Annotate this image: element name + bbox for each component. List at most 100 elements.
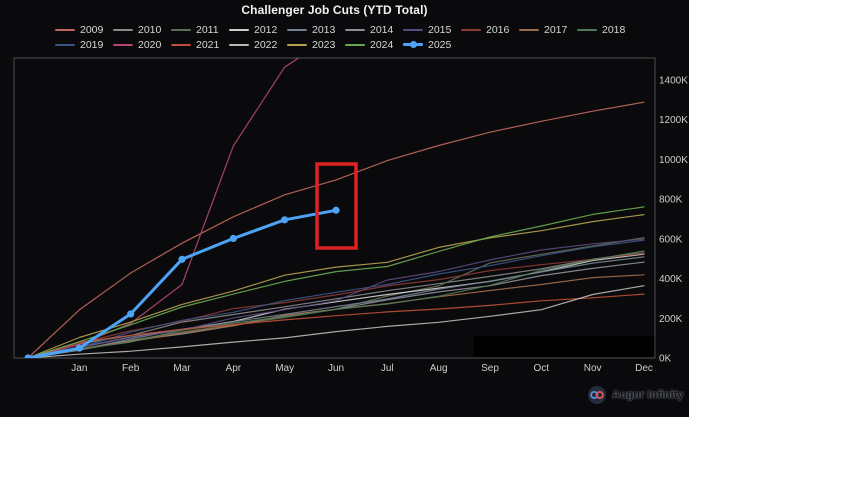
legend-item-2014[interactable]: 2014 bbox=[345, 22, 403, 37]
series-line-2024 bbox=[27, 206, 645, 358]
legend-swatch-2019 bbox=[55, 43, 75, 46]
legend-swatch-2014 bbox=[345, 28, 365, 31]
legend-swatch-2018 bbox=[577, 28, 597, 31]
x-tick-label: Nov bbox=[584, 363, 602, 374]
legend-swatch-2023 bbox=[287, 43, 307, 46]
legend-label-2014: 2014 bbox=[370, 23, 394, 36]
series-marker-2025 bbox=[229, 234, 237, 243]
series-line-2015 bbox=[27, 238, 645, 358]
legend-label-2019: 2019 bbox=[80, 38, 104, 51]
legend-swatch-2021 bbox=[171, 43, 191, 46]
x-tick-label: Jan bbox=[71, 363, 87, 374]
x-tick-label: Jul bbox=[381, 363, 394, 374]
legend-swatch-2012 bbox=[229, 28, 249, 31]
legend-label-2020: 2020 bbox=[138, 38, 162, 51]
legend-item-2021[interactable]: 2021 bbox=[171, 37, 229, 52]
chart-svg: 0K 200K 400K 600K 800K 1000K 1200K 1400K Jan Feb M… bbox=[13, 57, 688, 374]
series-line-2019 bbox=[27, 239, 645, 358]
x-tick-label: Sep bbox=[481, 363, 499, 374]
legend-label-2023: 2023 bbox=[312, 38, 336, 51]
series-line-2016 bbox=[27, 252, 645, 358]
y-tick-label: 1200K bbox=[659, 115, 688, 126]
legend-swatch-2009 bbox=[55, 28, 75, 31]
legend-swatch-2024 bbox=[345, 43, 365, 46]
series-marker-2025 bbox=[75, 344, 83, 352]
watermark-logo: Augur Infinity bbox=[588, 386, 684, 404]
x-tick-label: Apr bbox=[226, 363, 242, 374]
x-tick-label: Mar bbox=[173, 363, 191, 374]
legend-swatch-2022 bbox=[229, 43, 249, 46]
legend-swatch-2016 bbox=[461, 28, 481, 31]
y-tick-label: 0K bbox=[659, 354, 672, 365]
x-tick-label: Dec bbox=[635, 363, 653, 374]
infinity-icon bbox=[588, 386, 606, 404]
x-tick-label: Aug bbox=[430, 363, 448, 374]
x-tick-label: Jun bbox=[328, 363, 344, 374]
legend-label-2022: 2022 bbox=[254, 38, 278, 51]
legend-marker-dot bbox=[410, 40, 417, 48]
legend-item-2019[interactable]: 2019 bbox=[55, 37, 113, 52]
y-tick-label: 600K bbox=[659, 234, 683, 245]
legend-label-2010: 2010 bbox=[138, 23, 162, 36]
redaction-patch bbox=[474, 336, 656, 357]
y-tick-label: 1000K bbox=[659, 155, 688, 166]
x-tick-label: Oct bbox=[534, 363, 550, 374]
chart-title: Challenger Job Cuts (YTD Total) bbox=[241, 3, 428, 17]
legend-label-2018: 2018 bbox=[602, 23, 626, 36]
series-line-2023 bbox=[27, 214, 645, 358]
legend-item-2011[interactable]: 2011 bbox=[171, 22, 229, 37]
legend-item-2018[interactable]: 2018 bbox=[577, 22, 635, 37]
series-line-2020 bbox=[27, 58, 300, 358]
watermark-label: Augur Infinity bbox=[612, 389, 684, 401]
series-marker-2025 bbox=[127, 310, 135, 318]
legend-label-2015: 2015 bbox=[428, 23, 452, 36]
legend-item-2024[interactable]: 2024 bbox=[345, 37, 403, 52]
legend-item-2009[interactable]: 2009 bbox=[55, 22, 113, 37]
legend-label-2025: 2025 bbox=[428, 38, 452, 51]
legend-item-2010[interactable]: 2010 bbox=[113, 22, 171, 37]
x-tick-label: Feb bbox=[122, 363, 140, 374]
y-tick-label: 400K bbox=[659, 274, 683, 285]
legend-swatch-2017 bbox=[519, 28, 539, 31]
legend-item-2025[interactable]: 2025 bbox=[403, 37, 461, 52]
chart-panel: Challenger Job Cuts (YTD Total) 2009 2010… bbox=[0, 0, 689, 417]
legend-swatch-2015 bbox=[403, 28, 423, 31]
y-tick-label: 800K bbox=[659, 195, 683, 206]
legend-label-2012: 2012 bbox=[254, 23, 278, 36]
legend-item-2017[interactable]: 2017 bbox=[519, 22, 577, 37]
legend-label-2013: 2013 bbox=[312, 23, 336, 36]
legend-label-2024: 2024 bbox=[370, 38, 394, 51]
series-line-2018 bbox=[27, 250, 645, 358]
legend-label-2021: 2021 bbox=[196, 38, 220, 51]
legend-label-2017: 2017 bbox=[544, 23, 568, 36]
x-tick-label: May bbox=[275, 363, 294, 374]
legend-item-2022[interactable]: 2022 bbox=[229, 37, 287, 52]
legend-item-2020[interactable]: 2020 bbox=[113, 37, 171, 52]
legend-label-2011: 2011 bbox=[196, 23, 219, 36]
legend-item-2012[interactable]: 2012 bbox=[229, 22, 287, 37]
legend-item-2016[interactable]: 2016 bbox=[461, 22, 519, 37]
series-marker-2025 bbox=[281, 216, 289, 224]
series-marker-2025 bbox=[332, 206, 340, 214]
legend-item-2013[interactable]: 2013 bbox=[287, 22, 345, 37]
series-line-2013 bbox=[27, 256, 645, 358]
annotation-highlight-box bbox=[315, 162, 358, 250]
series-line-2022 bbox=[27, 285, 645, 358]
y-tick-label: 1400K bbox=[659, 76, 688, 87]
legend-swatch-2010 bbox=[113, 28, 133, 31]
legend-label-2016: 2016 bbox=[486, 23, 510, 36]
legend-swatch-2025 bbox=[403, 40, 423, 48]
series-line-2009 bbox=[27, 101, 645, 358]
legend-swatch-2020 bbox=[113, 43, 133, 46]
legend-label-2009: 2009 bbox=[80, 23, 104, 36]
legend-item-2015[interactable]: 2015 bbox=[403, 22, 461, 37]
series-marker-2025 bbox=[178, 255, 186, 263]
legend-swatch-2013 bbox=[287, 28, 307, 31]
y-tick-label: 200K bbox=[659, 314, 683, 325]
series-line-2021 bbox=[27, 293, 645, 358]
legend-item-2023[interactable]: 2023 bbox=[287, 37, 345, 52]
series-group bbox=[24, 58, 645, 358]
legend-swatch-2011 bbox=[171, 28, 191, 31]
chart-legend: 2009 2010 2011 2012 2013 2014 2015 2016 2017 2018… bbox=[55, 22, 637, 52]
